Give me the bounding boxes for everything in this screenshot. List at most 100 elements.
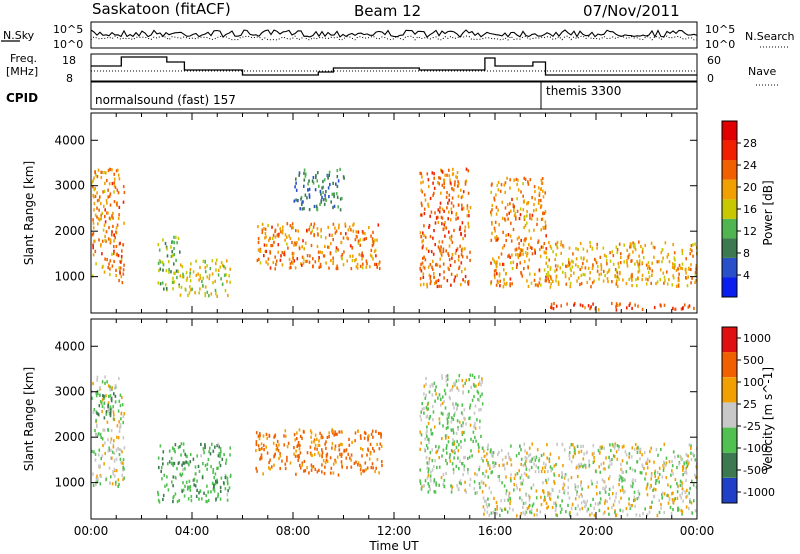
echo-cell [179, 293, 182, 297]
echo-cell [260, 442, 263, 446]
echo-cell [204, 270, 207, 274]
echo-cell [186, 276, 189, 280]
echo-cell [229, 474, 232, 479]
echo-cell [543, 461, 545, 465]
echo-cell [593, 451, 595, 455]
echo-cell [623, 243, 625, 247]
echo-cell [672, 508, 674, 512]
echo-cell [306, 451, 309, 455]
echo-cell [113, 177, 116, 181]
echo-cell [655, 478, 657, 483]
echo-cell [107, 188, 109, 192]
echo-cell [568, 512, 571, 516]
echo-cell [371, 429, 374, 433]
echo-cell [477, 449, 480, 453]
cpid-label: CPID [6, 91, 38, 105]
echo-cell [445, 195, 448, 199]
echo-cell [117, 484, 119, 488]
echo-cell [287, 441, 290, 445]
echo-cell [586, 450, 588, 454]
echo-cell [469, 403, 472, 407]
echo-cell [350, 465, 353, 469]
echo-cell [465, 167, 468, 171]
echo-cell [518, 242, 520, 246]
echo-cell [581, 506, 584, 510]
echo-cell [212, 468, 215, 472]
echo-cell [366, 453, 368, 457]
echo-cell [307, 188, 309, 192]
echo-cell [564, 275, 567, 279]
echo-cell [551, 505, 554, 510]
echo-cell [204, 294, 207, 298]
echo-cell [487, 461, 489, 465]
echo-cell [580, 449, 583, 453]
echo-cell [170, 245, 172, 249]
echo-cell [307, 182, 309, 186]
echo-cell [260, 456, 262, 460]
echo-cell [562, 487, 564, 491]
echo-cell [426, 172, 429, 176]
echo-cell [110, 233, 113, 237]
echo-cell [517, 188, 520, 192]
echo-cell [431, 468, 434, 472]
y-tick-label: 3000 [54, 385, 85, 399]
echo-cell [422, 275, 425, 279]
echo-cell [621, 479, 623, 483]
echo-cell [519, 207, 522, 211]
echo-cell [614, 511, 616, 515]
echo-cell [634, 479, 637, 483]
echo-cell [371, 244, 374, 248]
echo-cell [485, 469, 488, 473]
echo-cell [671, 492, 673, 496]
echo-cell [452, 172, 455, 176]
echo-cell [540, 503, 543, 507]
echo-cell [467, 280, 469, 284]
echo-cell [293, 259, 296, 263]
echo-cell [462, 237, 464, 241]
n-search-tick-low: 10^0 [705, 38, 735, 51]
echo-cell [610, 462, 613, 466]
echo-cell [473, 383, 475, 387]
echo-cell [189, 279, 192, 283]
echo-cell [660, 250, 663, 255]
colorbar-tick-label: 500 [743, 354, 764, 367]
echo-cell [422, 256, 424, 260]
echo-cell [600, 267, 603, 272]
echo-cell [496, 272, 498, 276]
echo-cell [564, 448, 566, 452]
echo-cell [657, 470, 659, 475]
echo-cell [634, 248, 637, 252]
echo-cell [120, 461, 122, 465]
echo-cell [495, 500, 498, 505]
colorbar-swatch [722, 452, 737, 478]
echo-cell [517, 255, 520, 260]
echo-cell [467, 169, 470, 173]
echo-cell [111, 482, 114, 486]
echo-cell [433, 425, 436, 429]
echo-cell [575, 247, 577, 251]
echo-cell [548, 459, 551, 464]
echo-cell [310, 435, 312, 439]
echo-cell [439, 206, 441, 210]
echo-cell [291, 240, 293, 245]
echo-cell [555, 274, 558, 278]
echo-cell [672, 472, 674, 476]
echo-cell [94, 171, 96, 175]
echo-cell [93, 208, 95, 212]
echo-cell [119, 266, 122, 270]
echo-cell [166, 254, 169, 258]
echo-cell [440, 251, 442, 255]
echo-cell [637, 445, 639, 449]
echo-cell [666, 282, 669, 286]
echo-cell [513, 208, 515, 213]
echo-cell [226, 259, 228, 263]
echo-cell [426, 425, 428, 429]
echo-cell [518, 246, 520, 250]
echo-cell [527, 201, 529, 205]
echo-cell [589, 513, 591, 517]
echo-cell [110, 456, 112, 460]
echo-cell [454, 451, 456, 455]
echo-cell [92, 232, 95, 236]
echo-cell [467, 279, 470, 284]
